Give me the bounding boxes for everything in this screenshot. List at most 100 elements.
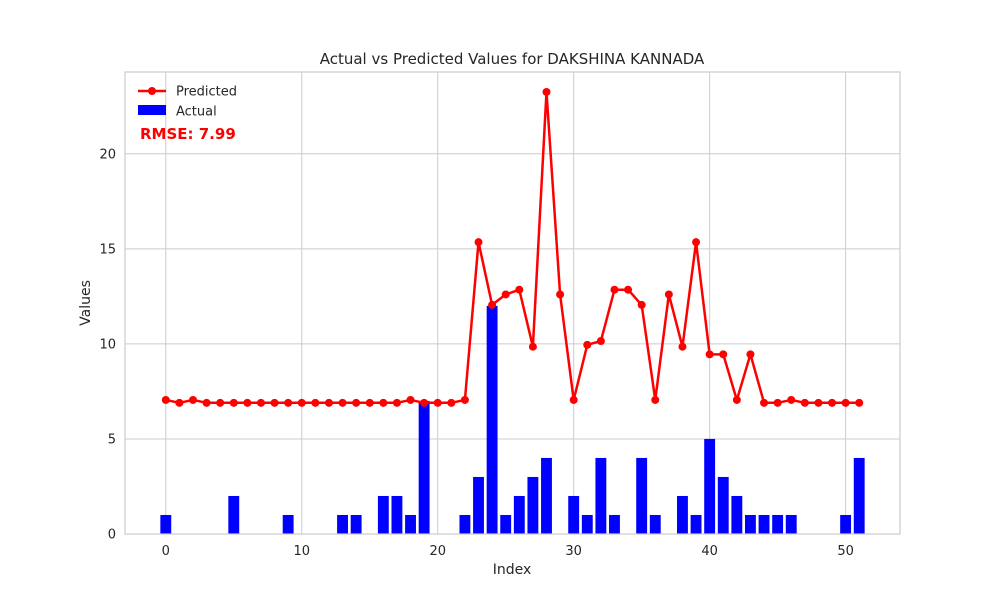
actual-bar <box>418 400 430 534</box>
actual-bar <box>486 305 498 534</box>
predicted-point <box>760 398 769 407</box>
predicted-point <box>161 395 170 404</box>
actual-bar <box>459 514 471 534</box>
x-tick-label: 50 <box>837 544 854 559</box>
predicted-point <box>501 290 510 299</box>
actual-bar <box>758 514 770 534</box>
predicted-point <box>678 342 687 351</box>
predicted-point <box>324 398 333 407</box>
actual-bars <box>160 305 865 534</box>
actual-bar <box>541 457 552 534</box>
actual-bar <box>772 514 784 534</box>
predicted-point <box>515 285 524 294</box>
actual-bar <box>228 495 240 534</box>
x-axis-label: Index <box>493 562 532 578</box>
x-tick-label: 0 <box>162 544 170 559</box>
x-tick-label: 20 <box>429 544 446 559</box>
predicted-point <box>719 350 728 359</box>
predicted-point <box>624 285 633 294</box>
y-tick-label: 15 <box>99 242 116 257</box>
actual-bar <box>649 514 661 534</box>
predicted-point <box>746 350 755 359</box>
predicted-point <box>488 300 497 309</box>
predicted-point <box>229 398 238 407</box>
legend-actual-swatch <box>138 105 166 115</box>
predicted-point <box>365 398 374 407</box>
predicted-point <box>270 398 279 407</box>
predicted-point <box>583 340 592 349</box>
predicted-point <box>420 398 429 407</box>
y-tick-label: 20 <box>99 147 116 162</box>
actual-bar <box>377 495 389 534</box>
predicted-point <box>664 290 673 299</box>
actual-bar <box>595 457 607 534</box>
actual-bar <box>785 514 797 534</box>
actual-bar <box>581 514 593 534</box>
actual-bar <box>609 514 620 534</box>
predicted-point <box>216 398 225 407</box>
predicted-point <box>787 395 796 404</box>
y-tick-label: 10 <box>99 337 116 352</box>
x-tick-label: 10 <box>293 544 310 559</box>
predicted-point <box>202 398 211 407</box>
actual-bar <box>513 495 525 534</box>
actual-bar <box>840 514 852 534</box>
predicted-point <box>705 350 714 359</box>
actual-bar <box>405 514 416 534</box>
actual-bar <box>350 514 362 534</box>
predicted-point <box>651 395 660 404</box>
predicted-point <box>569 395 578 404</box>
plot-frame <box>124 71 901 535</box>
predicted-point <box>406 395 415 404</box>
predicted-point <box>433 398 442 407</box>
predicted-point <box>732 395 741 404</box>
predicted-point <box>841 398 850 407</box>
predicted-point <box>528 342 537 351</box>
predicted-point <box>773 398 782 407</box>
predicted-point <box>460 395 469 404</box>
actual-bar <box>636 457 648 534</box>
predicted-point <box>814 398 823 407</box>
predicted-point <box>175 398 184 407</box>
x-tick-label: 30 <box>565 544 582 559</box>
actual-bar <box>731 495 743 534</box>
actual-bar <box>500 514 512 534</box>
x-tick-labels: 0 10 20 30 40 50 <box>162 544 854 559</box>
actual-bar <box>853 457 865 534</box>
predicted-point <box>311 398 320 407</box>
predicted-line <box>161 87 864 407</box>
actual-bar <box>568 495 580 534</box>
legend-predicted-label: Predicted <box>176 85 237 100</box>
legend-actual-label: Actual <box>176 105 217 120</box>
predicted-point <box>379 398 388 407</box>
actual-bar <box>745 514 756 534</box>
actual-bar <box>282 514 294 534</box>
y-tick-label: 5 <box>108 432 116 447</box>
predicted-point <box>542 87 551 96</box>
predicted-point <box>828 398 837 407</box>
predicted-point <box>392 398 401 407</box>
predicted-point <box>447 398 456 407</box>
plot-area <box>125 72 900 534</box>
predicted-point <box>556 290 565 299</box>
predicted-point <box>596 337 605 346</box>
actual-bar <box>717 476 729 534</box>
rmse-annotation: RMSE: 7.99 <box>140 125 236 143</box>
x-tick-label: 40 <box>701 544 718 559</box>
legend: Predicted Actual <box>138 85 237 120</box>
y-tick-labels: 0 5 10 15 20 <box>99 147 116 542</box>
predicted-point <box>800 398 809 407</box>
predicted-point <box>474 238 483 247</box>
chart-title: Actual vs Predicted Values for DAKSHINA … <box>320 50 705 68</box>
predicted-point <box>352 398 361 407</box>
predicted-point <box>855 398 864 407</box>
predicted-point <box>637 300 646 309</box>
actual-bar <box>391 495 403 534</box>
predicted-point <box>297 398 306 407</box>
y-axis-label: Values <box>78 280 94 326</box>
actual-bar <box>527 476 539 534</box>
predicted-series-line <box>165 90 860 405</box>
legend-predicted-marker <box>148 87 156 95</box>
y-tick-label: 0 <box>108 528 116 543</box>
